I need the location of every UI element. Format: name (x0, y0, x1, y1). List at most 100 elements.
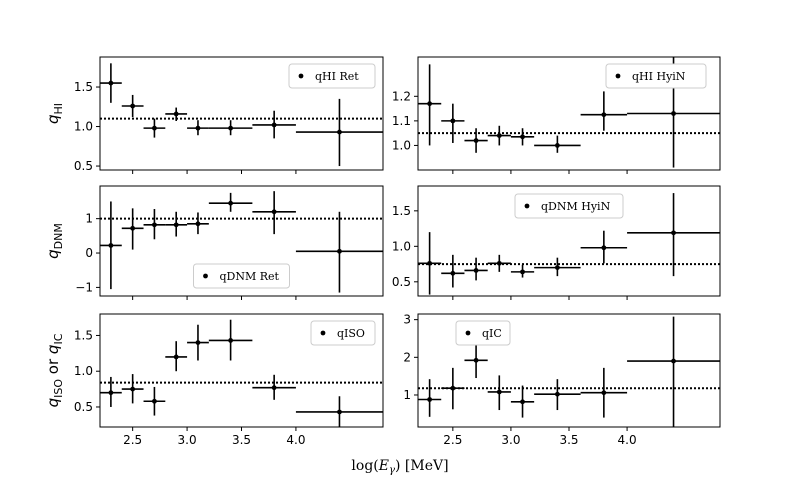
data-point (601, 245, 607, 251)
data-point-group (510, 128, 535, 146)
y-tick-label: 1 (403, 388, 411, 402)
data-series (418, 316, 720, 427)
data-point (195, 340, 201, 346)
data-point (496, 389, 502, 395)
data-point-group (165, 107, 188, 122)
x-axis-label-variable: E (378, 458, 389, 474)
axes-frame (99, 56, 384, 171)
data-point (228, 338, 234, 343)
data-point-group (464, 342, 488, 379)
data-series (100, 63, 383, 167)
data-point-group (487, 375, 511, 411)
y-axis-label-symbol: q (44, 249, 62, 259)
data-point (108, 390, 114, 396)
y-tick-label: 1.5 (74, 328, 93, 342)
data-point (496, 260, 502, 266)
data-point-group (121, 94, 144, 118)
data-point-group (295, 211, 383, 293)
data-point-group (580, 91, 628, 131)
x-tick-label: 3.5 (232, 433, 251, 447)
data-point-group (464, 257, 488, 281)
data-point-group (534, 135, 581, 153)
legend: qISO (310, 320, 376, 346)
panel-qdnm-ret: −1 0 1 qDNM Ret qDNM (44, 185, 384, 300)
legend-marker (298, 73, 304, 79)
data-point-group (100, 376, 122, 407)
y-tick-label: 1.1 (392, 114, 411, 128)
x-axis-label: log(Eγ) [MeV] (351, 458, 448, 476)
y-axis-label: qISO or qIC (44, 333, 65, 407)
data-point (601, 390, 607, 396)
data-point (271, 385, 277, 391)
panel-qic: 2.5 3.0 3.5 4.0 1 2 3 qIC (403, 313, 721, 447)
x-tick-label: 2.5 (443, 433, 462, 447)
data-point (450, 118, 456, 124)
data-point (601, 112, 607, 118)
data-point-group (143, 386, 166, 416)
data-point-group (534, 379, 581, 411)
y-tick-label: 1.5 (392, 204, 411, 218)
data-point (520, 399, 525, 405)
data-point-group (418, 64, 442, 146)
data-point (427, 397, 433, 402)
data-point-group (121, 374, 144, 404)
data-point (337, 129, 342, 135)
data-point (271, 122, 277, 128)
legend-box (193, 263, 290, 289)
data-point-group (187, 120, 209, 136)
y-axis-label: qDNM (44, 223, 65, 259)
data-point (228, 200, 234, 206)
data-point-group (487, 125, 511, 146)
x-axis-label-unit: ) [MeV] (395, 458, 449, 474)
legend-label: qHI HyiN (632, 70, 686, 83)
data-point-group (187, 212, 209, 235)
data-point-group (143, 209, 166, 240)
legend-marker (320, 330, 326, 336)
x-tick-label: 3.0 (178, 433, 197, 447)
data-point-group (418, 232, 442, 295)
data-point-group (295, 98, 383, 167)
data-point-group (187, 324, 209, 361)
data-point-group (534, 257, 581, 277)
x-axis-label-prefix: log( (351, 458, 378, 474)
y-tick-label: 1.0 (392, 138, 411, 152)
y-tick-label: 1.0 (392, 239, 411, 253)
data-point (228, 125, 234, 131)
y-tick-label: 0 (85, 246, 93, 260)
data-point (450, 270, 456, 276)
y-tick-label: 1.5 (74, 80, 93, 94)
data-point-group (441, 103, 465, 143)
panel-qdnm-hyin: 0.5 1.0 1.5 qDNM HyiN (392, 185, 721, 300)
axes-frame (99, 313, 384, 428)
data-point (130, 386, 136, 392)
y-tick-label: 2 (403, 350, 411, 364)
data-point-group (510, 264, 535, 278)
y-tick-label: 1 (85, 212, 93, 226)
data-point-group (252, 374, 296, 400)
axes-frame (99, 185, 384, 297)
legend-label: qDNM HyiN (541, 200, 611, 213)
data-point (473, 268, 479, 273)
legend: qHI Ret (288, 63, 376, 89)
data-point-group (252, 191, 296, 235)
data-series (418, 57, 720, 168)
data-point-group (252, 110, 296, 139)
data-point-group (121, 208, 144, 250)
data-point (108, 243, 114, 248)
data-point-group (441, 367, 465, 410)
panel-qhi-ret: 0.5 1.0 1.5 qHI Ret qHI (44, 56, 384, 174)
y-tick-label: 0.5 (74, 159, 93, 173)
axes-frame (417, 313, 721, 428)
data-point (152, 222, 157, 228)
data-point (130, 225, 136, 231)
x-axis-label-subscript: γ (389, 465, 395, 476)
data-point-group (165, 341, 188, 372)
legend: qDNM HyiN (514, 193, 624, 219)
data-point (473, 138, 479, 143)
data-point (427, 101, 433, 107)
data-point-group (208, 192, 253, 212)
legend-label: qHI Ret (315, 70, 359, 83)
data-point (554, 143, 560, 148)
data-point (671, 230, 676, 236)
